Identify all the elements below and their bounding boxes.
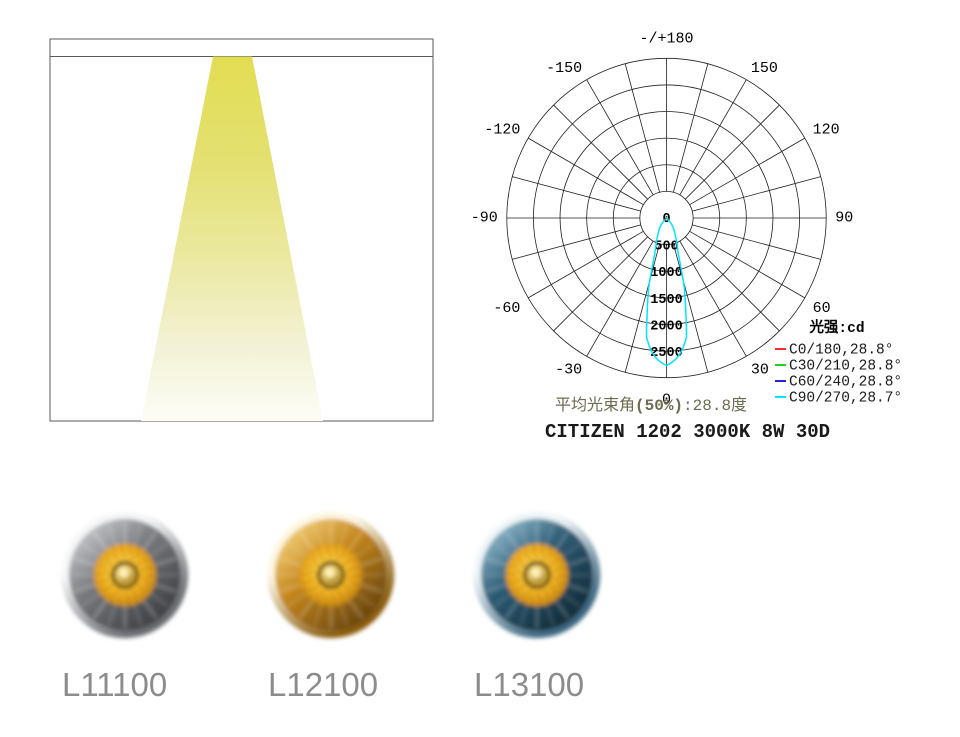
svg-text:30: 30	[751, 362, 769, 379]
svg-text:2500: 2500	[650, 346, 682, 361]
svg-text:1000: 1000	[650, 266, 682, 281]
svg-text:C60/240,28.8°: C60/240,28.8°	[789, 375, 902, 391]
svg-text:平均光束角(50%):28.8度: 平均光束角(50%):28.8度	[555, 396, 747, 415]
svg-text:-30: -30	[555, 362, 582, 379]
svg-text:CITIZEN 1202 3000K 8W 30D: CITIZEN 1202 3000K 8W 30D	[545, 421, 830, 443]
svg-text:-90: -90	[471, 210, 498, 227]
svg-text:120: 120	[813, 122, 840, 139]
svg-text:1500: 1500	[650, 293, 682, 308]
svg-text:C30/210,28.8°: C30/210,28.8°	[789, 359, 902, 375]
svg-text:C90/270,28.7°: C90/270,28.7°	[789, 391, 902, 407]
svg-text:L11100: L11100	[62, 666, 167, 703]
svg-text:L12100: L12100	[268, 666, 378, 703]
svg-text:-150: -150	[546, 60, 582, 77]
svg-text:-60: -60	[493, 300, 520, 317]
svg-text:500: 500	[654, 240, 678, 255]
svg-text:光强:cd: 光强:cd	[808, 318, 864, 337]
svg-text:L13100: L13100	[474, 666, 584, 703]
svg-text:-/+180: -/+180	[639, 30, 693, 47]
svg-text:90: 90	[835, 210, 853, 227]
svg-text:2000: 2000	[650, 320, 682, 335]
svg-text:C0/180,28.8°: C0/180,28.8°	[789, 343, 893, 359]
svg-text:150: 150	[751, 60, 778, 77]
svg-text:-120: -120	[484, 122, 520, 139]
svg-text:60: 60	[813, 300, 831, 317]
svg-text:0: 0	[662, 212, 670, 227]
